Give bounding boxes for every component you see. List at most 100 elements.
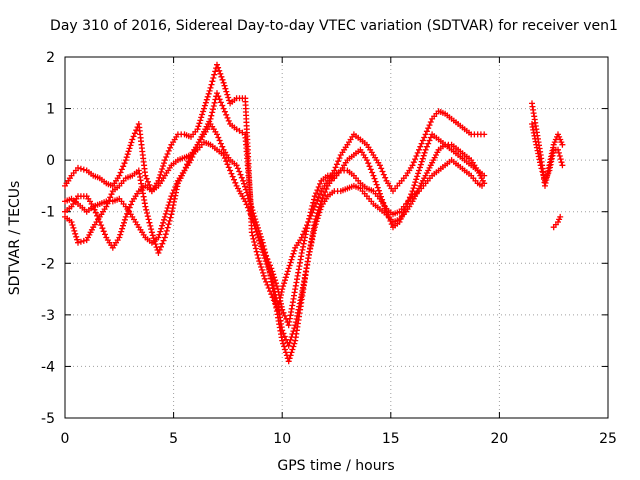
data-point xyxy=(281,312,288,319)
data-point xyxy=(294,309,301,316)
data-point xyxy=(405,197,412,204)
data-point xyxy=(264,256,271,263)
data-point xyxy=(195,123,202,130)
data-point xyxy=(269,268,276,275)
data-point xyxy=(533,144,540,151)
data-point xyxy=(222,85,229,92)
data-point xyxy=(254,251,261,258)
data-point xyxy=(287,259,294,266)
data-point xyxy=(145,178,151,185)
data-point xyxy=(314,187,321,194)
data-point xyxy=(190,151,197,157)
data-point xyxy=(255,255,262,262)
data-point xyxy=(256,237,263,244)
data-point xyxy=(129,136,136,143)
data-point xyxy=(161,157,168,164)
data-point xyxy=(80,166,87,173)
data-point xyxy=(408,191,415,198)
data-point xyxy=(226,97,233,104)
data-point xyxy=(158,225,165,232)
data-point xyxy=(118,228,125,235)
data-point xyxy=(300,240,307,247)
data-point xyxy=(282,346,288,353)
data-point xyxy=(225,94,232,101)
data-point xyxy=(269,294,276,301)
data-point xyxy=(417,143,424,150)
data-point xyxy=(72,230,79,237)
data-point xyxy=(214,131,220,138)
data-point xyxy=(142,172,149,179)
data-point xyxy=(379,196,386,203)
data-point xyxy=(311,196,317,203)
data-point xyxy=(107,194,114,201)
data-point xyxy=(167,214,174,221)
data-point xyxy=(252,242,258,249)
data-point xyxy=(220,105,227,112)
data-point xyxy=(125,207,132,214)
data-point xyxy=(401,206,408,213)
data-point xyxy=(314,197,321,204)
data-point xyxy=(237,171,244,178)
data-point xyxy=(316,209,323,216)
data-point xyxy=(163,227,170,234)
data-point xyxy=(317,180,323,187)
data-point xyxy=(538,165,545,172)
data-point xyxy=(409,162,416,169)
data-point xyxy=(336,155,343,162)
data-point xyxy=(280,283,287,290)
data-point xyxy=(555,149,562,156)
data-point xyxy=(143,206,150,213)
data-point xyxy=(399,212,406,219)
data-point xyxy=(260,272,267,279)
data-point xyxy=(292,322,299,329)
y-tick-label: -5 xyxy=(41,411,55,427)
data-point xyxy=(232,179,239,186)
data-point xyxy=(249,232,256,239)
data-point xyxy=(70,224,77,231)
data-point xyxy=(265,285,272,291)
data-point xyxy=(90,203,97,210)
data-point xyxy=(309,202,316,209)
data-point xyxy=(214,90,220,97)
data-point xyxy=(162,210,169,217)
data-point xyxy=(420,152,427,159)
data-point xyxy=(142,203,149,210)
data-point xyxy=(557,213,564,220)
data-point xyxy=(216,137,223,144)
data-point xyxy=(305,219,312,225)
data-point xyxy=(257,261,264,267)
data-point xyxy=(287,336,294,343)
data-point xyxy=(215,64,222,71)
data-point xyxy=(188,157,194,164)
data-point xyxy=(418,158,425,165)
data-point xyxy=(253,248,260,255)
data-point xyxy=(150,235,157,242)
data-point xyxy=(250,235,257,242)
data-point xyxy=(380,199,387,206)
data-point xyxy=(413,176,420,183)
data-point xyxy=(209,109,216,116)
data-point xyxy=(159,222,166,229)
x-tick-label: 0 xyxy=(61,431,70,447)
data-point xyxy=(261,250,268,256)
data-point xyxy=(128,139,135,146)
data-point xyxy=(293,316,300,322)
series-4 xyxy=(62,90,488,329)
data-point xyxy=(100,228,107,235)
series-6 xyxy=(529,121,566,184)
data-point xyxy=(365,160,372,167)
data-point xyxy=(272,277,279,284)
data-point xyxy=(117,231,124,238)
data-point xyxy=(260,246,267,253)
data-point xyxy=(308,239,315,246)
data-point xyxy=(155,234,162,241)
data-point xyxy=(376,190,383,197)
data-point xyxy=(158,168,165,175)
data-point xyxy=(481,131,488,138)
data-point xyxy=(165,147,172,154)
data-point xyxy=(280,340,287,347)
data-point xyxy=(386,214,393,221)
data-point xyxy=(240,177,247,184)
data-point xyxy=(285,342,292,349)
data-point xyxy=(128,201,134,208)
